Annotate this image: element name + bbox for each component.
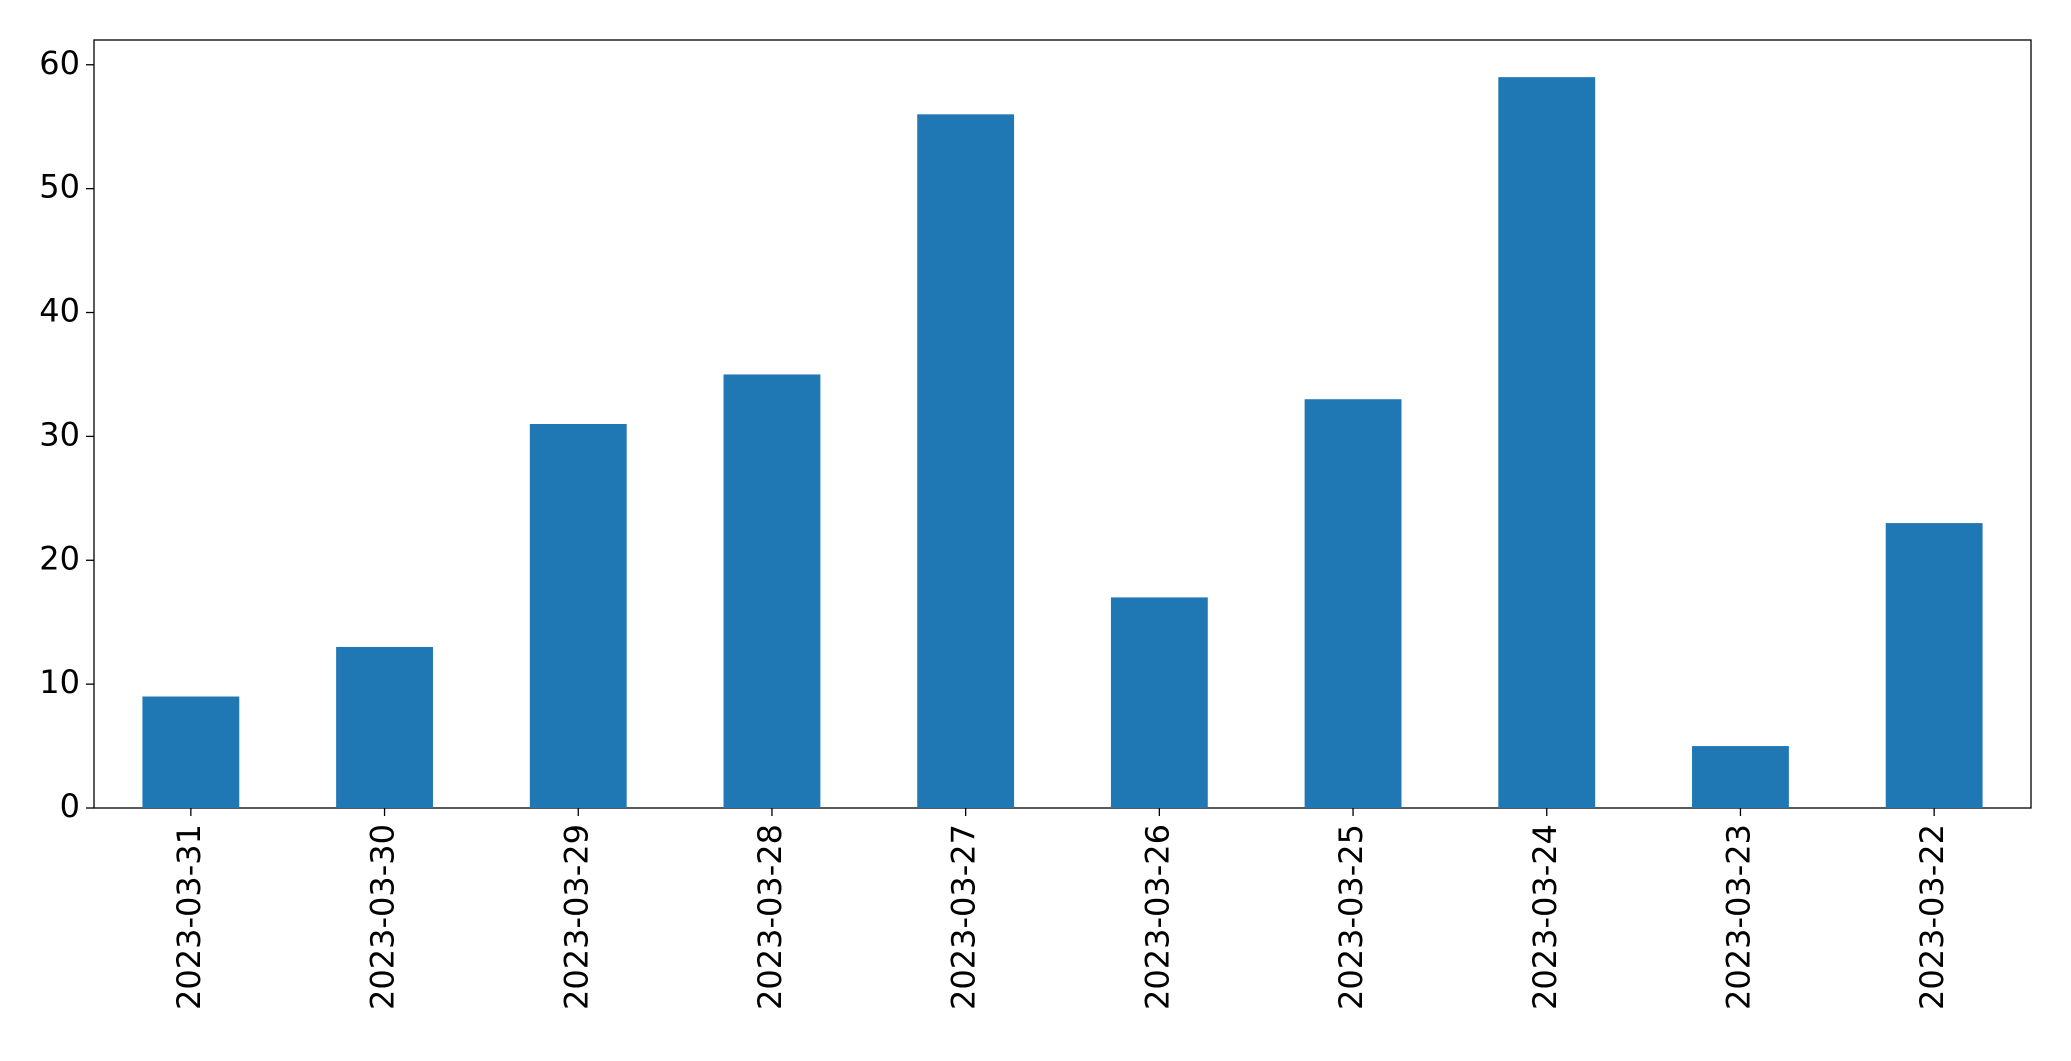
- bar: [1110, 597, 1208, 808]
- x-tick-label: 2023-03-24: [1526, 824, 1564, 1010]
- bar: [142, 696, 240, 808]
- y-tick-label: 30: [39, 415, 80, 453]
- plot-frame: [93, 39, 2032, 809]
- bar: [917, 114, 1015, 809]
- x-tick-label: 2023-03-27: [945, 824, 983, 1010]
- y-tick-label: 60: [39, 44, 80, 82]
- bar: [1885, 523, 1983, 808]
- bar: [336, 646, 433, 808]
- x-tick-label: 2023-03-25: [1332, 824, 1370, 1010]
- x-tick-label: 2023-03-23: [1719, 824, 1757, 1010]
- x-tick-label: 2023-03-28: [751, 824, 789, 1010]
- bar: [529, 424, 627, 808]
- y-tick-label: 20: [39, 539, 80, 577]
- x-tick-label: 2023-03-26: [1138, 824, 1176, 1010]
- y-tick-label: 50: [39, 168, 80, 206]
- x-tick-label: 2023-03-30: [364, 824, 402, 1010]
- bar: [723, 374, 821, 808]
- bar: [1692, 746, 1789, 808]
- y-tick-label: 40: [39, 292, 80, 330]
- y-tick-label: 10: [39, 663, 80, 701]
- x-tick-label: 2023-03-22: [1913, 824, 1951, 1010]
- x-tick-label: 2023-03-31: [170, 824, 208, 1010]
- y-tick-label: 0: [60, 787, 80, 825]
- bar: [1498, 77, 1596, 808]
- bar: [1304, 399, 1402, 808]
- x-tick-label: 2023-03-29: [557, 824, 595, 1010]
